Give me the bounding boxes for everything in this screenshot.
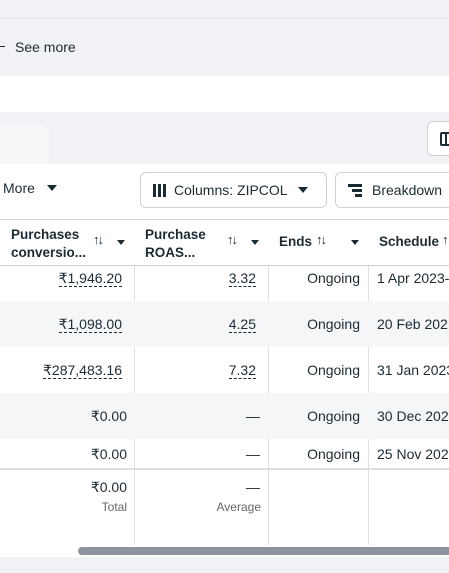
schedule-value: 25 Nov 202 bbox=[377, 446, 449, 462]
ends-value: Ongoing bbox=[307, 270, 360, 286]
ends-value: Ongoing bbox=[307, 316, 360, 332]
purchases-value: ₹0.00 bbox=[90, 408, 127, 424]
column-divider bbox=[368, 220, 369, 545]
table-header: Purchases conversio... ↑↓ Purchase ROAS.… bbox=[0, 220, 449, 266]
see-more-link[interactable]: See more bbox=[15, 39, 76, 55]
header-schedule[interactable]: Schedule ↑ bbox=[368, 220, 449, 266]
header-label-line1: Purchase bbox=[145, 227, 206, 242]
active-tab[interactable] bbox=[0, 124, 49, 164]
purchases-value: ₹0.00 bbox=[90, 446, 127, 462]
more-label: More bbox=[3, 180, 35, 196]
view-toggle-button[interactable] bbox=[427, 121, 449, 156]
columns-label: Columns: ZIPCOL bbox=[174, 182, 288, 198]
header-label: Ends bbox=[279, 234, 313, 249]
schedule-value: 20 Feb 202 bbox=[377, 316, 448, 332]
columns-icon bbox=[153, 183, 166, 197]
total-label: Total bbox=[101, 500, 127, 514]
scrollbar-thumb[interactable] bbox=[78, 547, 449, 555]
column-divider bbox=[368, 470, 369, 545]
column-divider bbox=[268, 470, 269, 545]
table-row[interactable]: ₹1,946.20 3.32 Ongoing 1 Apr 2023- bbox=[0, 255, 449, 301]
roas-value: — bbox=[246, 446, 260, 462]
caret-down-icon bbox=[46, 185, 57, 191]
ends-value: Ongoing bbox=[307, 362, 360, 378]
caret-down-icon[interactable] bbox=[251, 240, 259, 245]
top-bar bbox=[0, 0, 449, 18]
ends-value: Ongoing bbox=[307, 446, 360, 462]
table-row[interactable]: ₹1,098.00 4.25 Ongoing 20 Feb 202 bbox=[0, 301, 449, 347]
table-row[interactable]: ₹0.00 — Ongoing 30 Dec 202 bbox=[0, 393, 449, 439]
ads-table: Purchases conversio... ↑↓ Purchase ROAS.… bbox=[0, 219, 449, 545]
totals-row: ₹0.00 Total — Average bbox=[0, 470, 449, 545]
roas-value: — bbox=[246, 408, 260, 424]
breakdown-button[interactable]: Breakdown bbox=[335, 172, 449, 208]
purchases-value[interactable]: ₹1,946.20 bbox=[58, 270, 122, 287]
column-divider bbox=[134, 220, 135, 545]
table-row[interactable]: ₹0.00 — Ongoing 25 Nov 202 bbox=[0, 439, 449, 468]
spacer-band bbox=[0, 76, 449, 112]
ends-value: Ongoing bbox=[307, 408, 360, 424]
header-label-line2: ROAS... bbox=[145, 245, 196, 260]
caret-down-icon[interactable] bbox=[117, 240, 125, 245]
header-ends[interactable]: Ends ↑↓ bbox=[268, 220, 368, 266]
breakdown-icon bbox=[348, 183, 362, 197]
sort-icon[interactable]: ↑↓ bbox=[93, 232, 104, 247]
caret-down-icon bbox=[297, 187, 308, 193]
roas-value[interactable]: 4.25 bbox=[228, 316, 256, 333]
sort-icon[interactable]: ↑↓ bbox=[227, 232, 238, 247]
dash-icon bbox=[0, 46, 5, 47]
roas-value[interactable]: 7.32 bbox=[228, 362, 256, 379]
header-label-line2: conversio... bbox=[11, 245, 87, 260]
breakdown-label: Breakdown bbox=[372, 182, 443, 198]
purchases-value[interactable]: ₹1,098.00 bbox=[58, 316, 122, 333]
header-purchase-roas[interactable]: Purchase ROAS... ↑↓ bbox=[134, 220, 268, 266]
columns-button[interactable]: Columns: ZIPCOL bbox=[140, 172, 327, 208]
notice-bar bbox=[0, 18, 449, 76]
column-divider bbox=[268, 220, 269, 545]
caret-down-icon[interactable] bbox=[351, 240, 359, 245]
purchases-value[interactable]: ₹287,483.16 bbox=[43, 362, 122, 379]
table-row[interactable]: ₹287,483.16 7.32 Ongoing 31 Jan 2023 bbox=[0, 347, 449, 393]
average-roas-value: — bbox=[246, 479, 260, 495]
schedule-value: 31 Jan 2023 bbox=[377, 362, 449, 378]
header-label-line1: Purchases bbox=[11, 227, 80, 242]
column-divider bbox=[134, 470, 135, 545]
sort-icon[interactable]: ↑ bbox=[442, 232, 448, 247]
total-purchases-value: ₹0.00 bbox=[90, 479, 127, 495]
average-label: Average bbox=[216, 500, 261, 514]
roas-value[interactable]: 3.32 bbox=[228, 270, 256, 287]
bottom-bar bbox=[0, 557, 449, 573]
more-dropdown[interactable]: More bbox=[3, 180, 57, 196]
tab-strip bbox=[0, 112, 449, 164]
table-view-icon bbox=[440, 132, 449, 146]
header-label: Schedule bbox=[379, 234, 440, 249]
schedule-value: 30 Dec 202 bbox=[377, 408, 449, 424]
schedule-value: 1 Apr 2023- bbox=[377, 270, 449, 286]
header-purchases-conversion[interactable]: Purchases conversio... ↑↓ bbox=[0, 220, 134, 266]
sort-icon[interactable]: ↑↓ bbox=[316, 232, 327, 247]
totals-divider bbox=[0, 468, 449, 470]
